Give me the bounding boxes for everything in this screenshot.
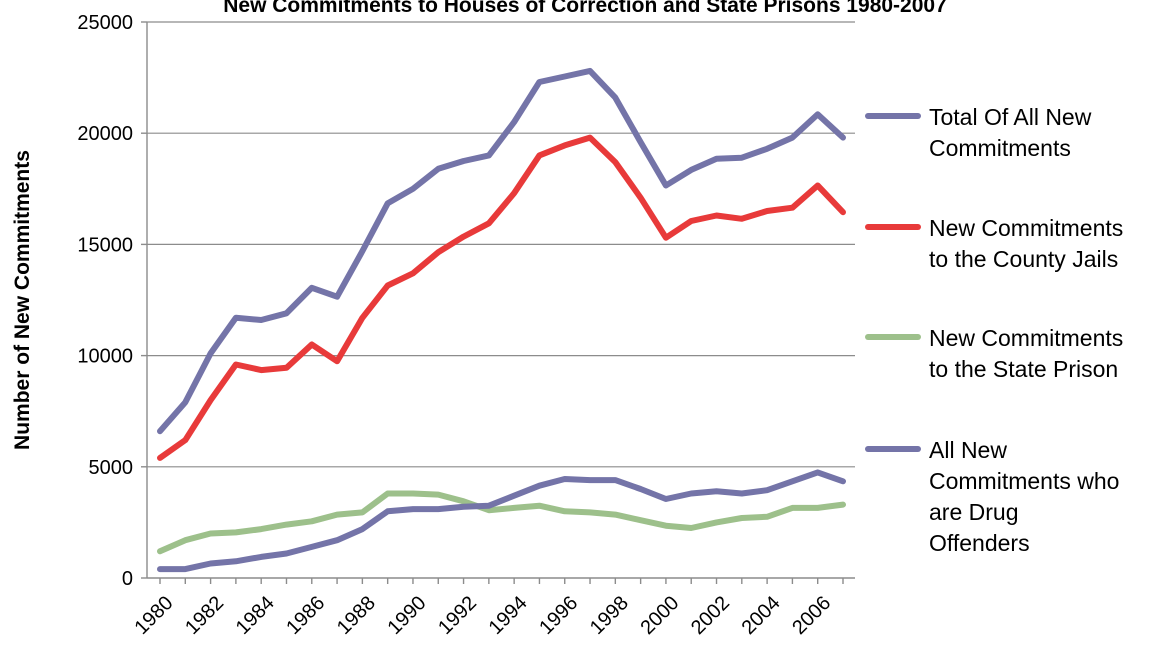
series-line-1: [157, 67, 846, 435]
legend-label-4-line-3: are Drug: [929, 499, 1018, 525]
y-tick-label-20000: 20000: [77, 123, 133, 145]
series-line-2: [157, 134, 846, 461]
y-tick-label-5000: 5000: [89, 457, 134, 479]
series-line-4: [157, 469, 846, 573]
legend-label-1-line-2: Commitments: [929, 135, 1071, 161]
legend-label-4-line-1: All New: [929, 437, 1007, 463]
chart-title: New Commitments to Houses of Correction …: [223, 0, 947, 17]
x-tick-labels: 1980 1982 1984 1986 1988 1990 1992 1994 1996 1998…: [131, 592, 836, 639]
y-axis-label: Number of New Commitments: [11, 150, 34, 450]
legend: Total Of All New Commitments New Commitmen…: [865, 104, 1123, 556]
legend-label-3-line-2: to the State Prison: [929, 356, 1118, 382]
legend-label-3-line-1: New Commitments: [929, 325, 1123, 351]
x-tick-label-2004: 2004: [738, 592, 785, 639]
legend-label-2-line-1: New Commitments: [929, 215, 1123, 241]
legend-label-1-line-1: Total Of All New: [929, 104, 1092, 130]
y-tick-label-25000: 25000: [77, 12, 133, 34]
x-tick-label-2006: 2006: [788, 592, 835, 639]
legend-label-4-line-4: Offenders: [929, 530, 1030, 556]
grid-lines: [147, 21, 855, 468]
x-tick-label-1992: 1992: [434, 592, 481, 639]
x-tick-label-1998: 1998: [586, 592, 633, 639]
y-tick-label-0: 0: [122, 568, 133, 590]
x-tick-label-2002: 2002: [687, 592, 734, 639]
series-lines: [157, 67, 846, 573]
y-tick-label-10000: 10000: [77, 346, 133, 368]
x-tick-label-1994: 1994: [485, 592, 532, 639]
x-tick-label-1980: 1980: [131, 592, 178, 639]
y-tick-labels: 0 5000 10000 15000 20000 25000: [77, 12, 133, 590]
axes: [141, 21, 855, 584]
x-tick-label-1990: 1990: [383, 592, 430, 639]
x-tick-label-1982: 1982: [181, 592, 228, 639]
x-tick-label-1996: 1996: [535, 592, 582, 639]
x-tick-label-2000: 2000: [636, 592, 683, 639]
legend-label-2-line-2: to the County Jails: [929, 246, 1118, 272]
series-line-3: [157, 490, 846, 555]
x-tick-label-1986: 1986: [282, 592, 329, 639]
y-tick-label-15000: 15000: [77, 234, 133, 256]
x-tick-label-1988: 1988: [333, 592, 380, 639]
x-tick-label-1984: 1984: [232, 592, 279, 639]
legend-label-4-line-2: Commitments who: [929, 468, 1119, 494]
